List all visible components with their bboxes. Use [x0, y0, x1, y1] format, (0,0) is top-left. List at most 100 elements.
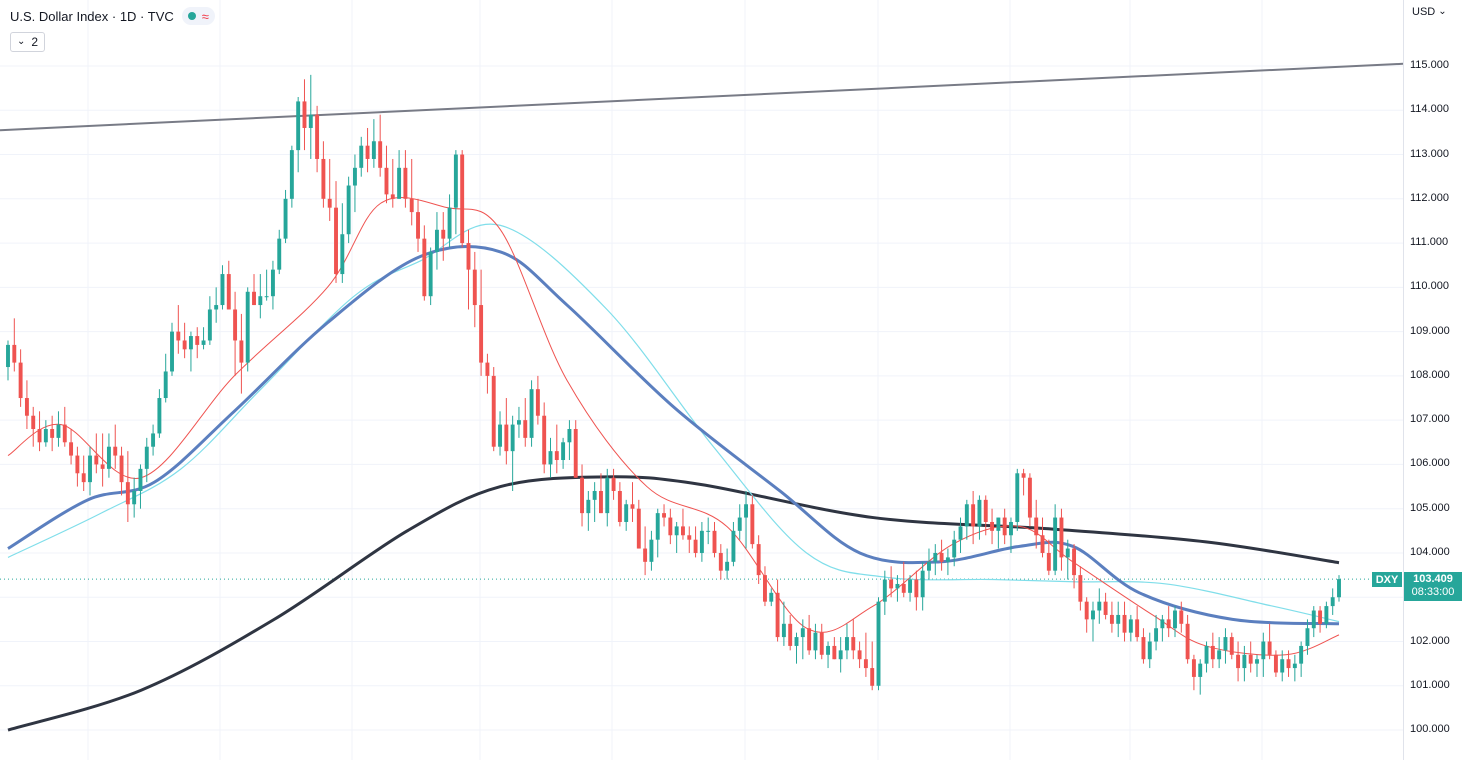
currency-selector[interactable]: USD ⌄ — [1412, 6, 1447, 18]
candle[interactable] — [1280, 650, 1285, 682]
candle[interactable] — [94, 433, 99, 474]
candle[interactable] — [43, 420, 48, 447]
candle[interactable] — [920, 561, 925, 611]
candle[interactable] — [1267, 623, 1272, 660]
candle[interactable] — [964, 499, 969, 540]
candle[interactable] — [1015, 468, 1020, 531]
candle[interactable] — [195, 327, 200, 359]
candle[interactable] — [1236, 641, 1241, 682]
candle[interactable] — [233, 291, 238, 376]
candle[interactable] — [794, 632, 799, 664]
candle[interactable] — [1299, 641, 1304, 677]
candle[interactable] — [1255, 654, 1259, 677]
candle[interactable] — [851, 619, 856, 660]
candle[interactable] — [1122, 601, 1127, 642]
candle[interactable] — [1072, 544, 1077, 589]
market-status-pill[interactable]: ≈ — [181, 7, 215, 25]
candle[interactable] — [542, 402, 547, 474]
indicators-collapse-button[interactable]: ⌄ 2 — [10, 32, 46, 52]
candle[interactable] — [1046, 539, 1051, 576]
candle[interactable] — [12, 318, 17, 372]
candle[interactable] — [952, 530, 957, 567]
candle[interactable] — [176, 305, 181, 354]
candle[interactable] — [605, 468, 610, 527]
candle[interactable] — [214, 287, 219, 323]
candle[interactable] — [498, 411, 502, 456]
candle[interactable] — [939, 539, 944, 571]
candle[interactable] — [945, 548, 950, 576]
candle[interactable] — [1135, 606, 1140, 642]
candle[interactable] — [315, 105, 320, 173]
candle[interactable] — [983, 495, 988, 536]
candle[interactable] — [586, 490, 591, 531]
candle[interactable] — [390, 158, 395, 208]
candle[interactable] — [737, 504, 742, 540]
candle[interactable] — [870, 641, 875, 691]
candle[interactable] — [132, 477, 137, 518]
candle[interactable] — [990, 508, 995, 545]
candle[interactable] — [832, 637, 837, 660]
candle[interactable] — [453, 150, 458, 235]
candle[interactable] — [1286, 650, 1291, 677]
candle[interactable] — [352, 154, 357, 213]
candle[interactable] — [681, 508, 685, 540]
candle[interactable] — [1173, 606, 1177, 638]
candle[interactable] — [252, 274, 256, 306]
candle[interactable] — [416, 198, 420, 252]
candle[interactable] — [365, 127, 370, 173]
candle[interactable] — [1198, 659, 1203, 695]
candle[interactable] — [18, 349, 23, 407]
candle[interactable] — [1065, 539, 1070, 580]
candle[interactable] — [113, 424, 118, 469]
candle[interactable] — [308, 74, 313, 159]
candle[interactable] — [933, 544, 938, 576]
candle[interactable] — [1210, 632, 1215, 669]
candle[interactable] — [1027, 473, 1032, 527]
candle[interactable] — [239, 313, 244, 394]
candle[interactable] — [289, 145, 294, 208]
candle[interactable] — [106, 433, 111, 478]
candle[interactable] — [971, 490, 976, 545]
candle[interactable] — [731, 521, 736, 567]
candle[interactable] — [472, 251, 477, 328]
candle[interactable] — [1109, 601, 1114, 633]
candle[interactable] — [901, 561, 906, 598]
candle[interactable] — [1261, 632, 1266, 677]
candle[interactable] — [277, 229, 282, 275]
candle[interactable] — [245, 287, 250, 372]
candle[interactable] — [6, 340, 10, 381]
candle[interactable] — [81, 455, 86, 491]
candle[interactable] — [624, 499, 629, 531]
candle[interactable] — [334, 181, 338, 283]
candle[interactable] — [75, 446, 80, 487]
candle[interactable] — [56, 411, 61, 447]
candle[interactable] — [1330, 588, 1335, 615]
candle[interactable] — [1160, 614, 1165, 642]
candle[interactable] — [144, 437, 149, 483]
candle[interactable] — [876, 597, 881, 691]
candle[interactable] — [769, 588, 774, 607]
candle[interactable] — [422, 225, 427, 301]
candle[interactable] — [718, 544, 723, 580]
candle[interactable] — [1248, 641, 1253, 673]
candle[interactable] — [258, 274, 263, 319]
candle[interactable] — [1147, 632, 1152, 669]
candle[interactable] — [384, 145, 389, 204]
candle[interactable] — [1324, 601, 1329, 629]
candle[interactable] — [1292, 654, 1297, 682]
candle[interactable] — [1091, 601, 1095, 642]
candle[interactable] — [599, 473, 603, 514]
candle[interactable] — [863, 632, 868, 677]
candle[interactable] — [781, 601, 786, 646]
candle[interactable] — [1337, 575, 1341, 602]
candle[interactable] — [826, 641, 831, 669]
candle[interactable] — [712, 521, 717, 558]
candle[interactable] — [813, 623, 818, 660]
candle[interactable] — [157, 389, 162, 438]
candle[interactable] — [447, 194, 452, 248]
candle[interactable] — [1128, 614, 1133, 642]
candle[interactable] — [119, 446, 124, 496]
price-chart-canvas[interactable] — [0, 0, 1403, 760]
candle[interactable] — [529, 380, 534, 447]
candle[interactable] — [378, 114, 383, 177]
